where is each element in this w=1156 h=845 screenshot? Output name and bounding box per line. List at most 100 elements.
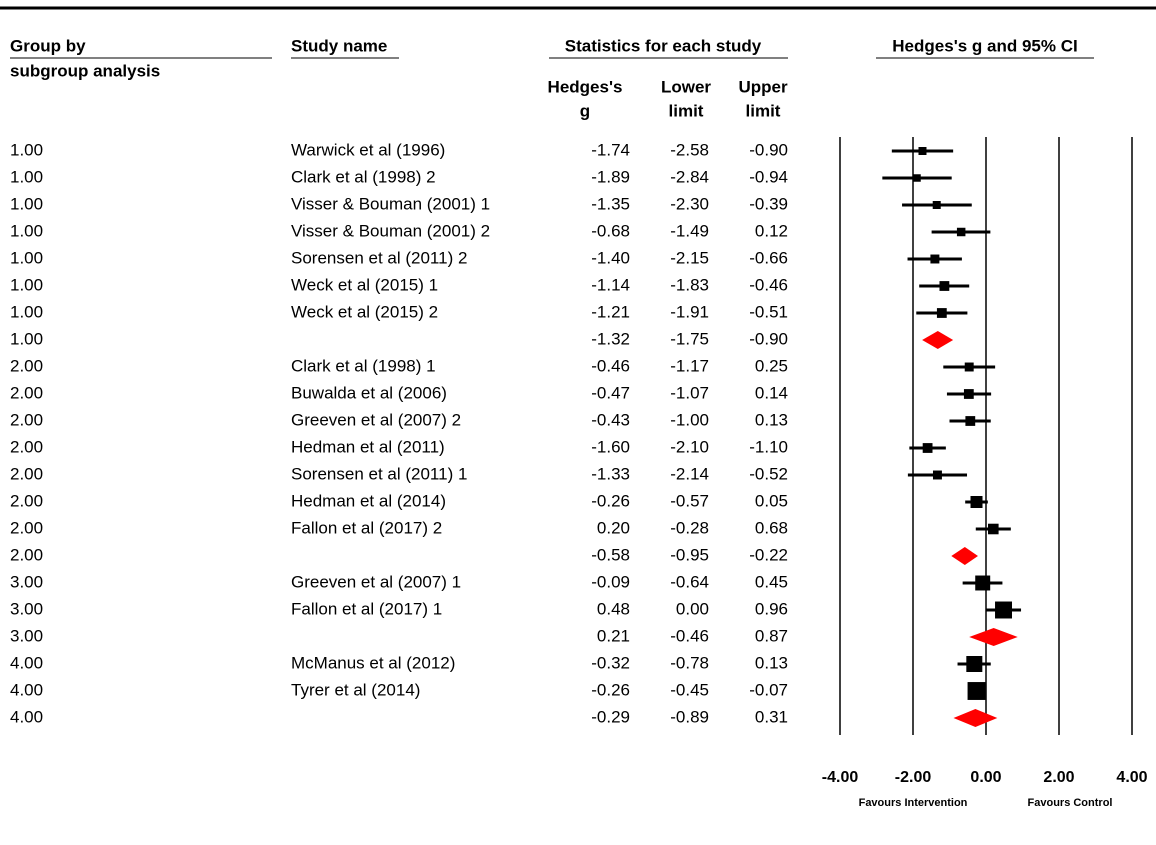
- effect-square: [988, 523, 999, 535]
- upper-cell: -0.39: [749, 194, 788, 213]
- lower-cell: -1.07: [670, 383, 709, 402]
- lower-cell: -1.83: [670, 275, 709, 294]
- x-tick-label: -2.00: [895, 769, 932, 786]
- g-cell: -1.89: [591, 167, 630, 186]
- g-cell: 0.20: [597, 518, 630, 537]
- upper-cell: -0.07: [749, 680, 788, 699]
- g-cell: -0.47: [591, 383, 630, 402]
- group-cell: 2.00: [10, 464, 43, 483]
- g-cell: -1.33: [591, 464, 630, 483]
- group-cell: 1.00: [10, 329, 43, 348]
- group-cell: 1.00: [10, 248, 43, 267]
- study-cell: Fallon et al (2017) 1: [291, 599, 442, 618]
- lower-cell: -0.57: [670, 491, 709, 510]
- effect-square: [936, 308, 947, 318]
- upper-cell: -0.90: [749, 140, 788, 159]
- summary-diamond: [969, 628, 1018, 646]
- g-cell: 0.48: [597, 599, 630, 618]
- g-cell: -1.32: [591, 329, 630, 348]
- header-stats: Statistics for each study: [565, 36, 762, 55]
- study-cell: Clark et al (1998) 1: [291, 356, 436, 375]
- effect-square: [932, 470, 942, 480]
- g-cell: -0.26: [591, 680, 630, 699]
- g-cell: 0.21: [597, 626, 630, 645]
- upper-cell: 0.25: [755, 356, 788, 375]
- summary-diamond: [922, 331, 954, 349]
- g-cell: -0.32: [591, 653, 630, 672]
- effect-square: [963, 389, 974, 399]
- upper-cell: -0.90: [749, 329, 788, 348]
- x-label-right: Favours Control: [1028, 797, 1113, 809]
- upper-cell: -0.51: [749, 302, 788, 321]
- group-cell: 2.00: [10, 545, 43, 564]
- lower-cell: -1.75: [670, 329, 709, 348]
- upper-cell: -1.10: [749, 437, 788, 456]
- study-cell: Sorensen et al (2011) 1: [291, 464, 467, 483]
- upper-cell: 0.14: [755, 383, 788, 402]
- g-cell: -0.43: [591, 410, 630, 429]
- effect-square: [932, 201, 941, 209]
- upper-cell: 0.68: [755, 518, 788, 537]
- x-label-left: Favours Intervention: [859, 797, 968, 809]
- header-g: Hedges's: [548, 77, 623, 96]
- header-plot: Hedges's g and 95% CI: [892, 36, 1077, 55]
- effect-square: [975, 575, 991, 591]
- g-cell: -0.46: [591, 356, 630, 375]
- group-cell: 1.00: [10, 302, 43, 321]
- header-g: g: [580, 101, 590, 120]
- effect-square: [939, 281, 950, 291]
- header-group-sub: subgroup analysis: [10, 61, 160, 80]
- effect-square: [967, 682, 986, 700]
- group-cell: 1.00: [10, 167, 43, 186]
- g-cell: -1.14: [591, 275, 630, 294]
- header-lower: limit: [669, 101, 704, 120]
- upper-cell: 0.13: [755, 653, 788, 672]
- lower-cell: -2.10: [670, 437, 709, 456]
- g-cell: -0.58: [591, 545, 630, 564]
- study-cell: Weck et al (2015) 2: [291, 302, 438, 321]
- summary-diamond: [951, 547, 978, 565]
- study-cell: Weck et al (2015) 1: [291, 275, 438, 294]
- lower-cell: -0.95: [670, 545, 709, 564]
- lower-cell: -2.84: [670, 167, 709, 186]
- group-cell: 3.00: [10, 599, 43, 618]
- lower-cell: -0.28: [670, 518, 709, 537]
- group-cell: 2.00: [10, 356, 43, 375]
- x-tick-label: 0.00: [970, 769, 1001, 786]
- group-cell: 2.00: [10, 383, 43, 402]
- x-tick-label: 4.00: [1116, 769, 1147, 786]
- lower-cell: -0.89: [670, 707, 709, 726]
- effect-square: [913, 174, 921, 182]
- effect-square: [930, 254, 940, 264]
- lower-cell: -2.30: [670, 194, 709, 213]
- header-upper: Upper: [738, 77, 788, 96]
- g-cell: -0.29: [591, 707, 630, 726]
- upper-cell: -0.22: [749, 545, 788, 564]
- header-study: Study name: [291, 36, 387, 55]
- lower-cell: -0.45: [670, 680, 709, 699]
- upper-cell: 0.87: [755, 626, 788, 645]
- study-cell: Greeven et al (2007) 1: [291, 572, 461, 591]
- study-cell: Greeven et al (2007) 2: [291, 410, 461, 429]
- upper-cell: 0.31: [755, 707, 788, 726]
- upper-cell: -0.52: [749, 464, 788, 483]
- group-cell: 1.00: [10, 221, 43, 240]
- header-group: Group by: [10, 36, 86, 55]
- effect-square: [956, 227, 966, 237]
- group-cell: 2.00: [10, 518, 43, 537]
- group-cell: 4.00: [10, 680, 43, 699]
- g-cell: -0.68: [591, 221, 630, 240]
- lower-cell: -0.78: [670, 653, 709, 672]
- effect-square: [922, 443, 933, 453]
- group-cell: 3.00: [10, 572, 43, 591]
- effect-square: [918, 147, 927, 155]
- effect-square: [966, 656, 983, 672]
- effect-square: [970, 496, 983, 508]
- study-cell: Sorensen et al (2011) 2: [291, 248, 467, 267]
- upper-cell: 0.12: [755, 221, 788, 240]
- study-cell: Warwick et al (1996): [291, 140, 445, 159]
- group-cell: 4.00: [10, 707, 43, 726]
- lower-cell: -1.49: [670, 221, 709, 240]
- g-cell: -1.60: [591, 437, 630, 456]
